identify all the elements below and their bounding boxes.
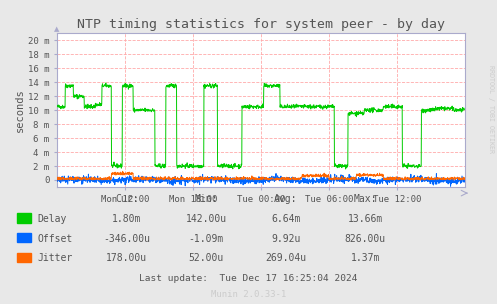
Y-axis label: seconds: seconds [15, 88, 25, 132]
Text: Delay: Delay [37, 214, 67, 224]
Text: Min:: Min: [194, 194, 218, 204]
Text: 269.04u: 269.04u [265, 254, 306, 263]
Text: -346.00u: -346.00u [103, 234, 150, 244]
Text: Offset: Offset [37, 234, 73, 244]
Text: Munin 2.0.33-1: Munin 2.0.33-1 [211, 290, 286, 299]
Text: 52.00u: 52.00u [189, 254, 224, 263]
Text: 178.00u: 178.00u [106, 254, 147, 263]
Title: NTP timing statistics for system peer - by day: NTP timing statistics for system peer - … [77, 18, 445, 31]
Text: 9.92u: 9.92u [271, 234, 301, 244]
Text: 1.80m: 1.80m [112, 214, 142, 224]
Text: 826.00u: 826.00u [345, 234, 386, 244]
Text: RRDTOOL / TOBI OETIKER: RRDTOOL / TOBI OETIKER [488, 65, 494, 154]
Text: Avg:: Avg: [274, 194, 298, 204]
Text: 13.66m: 13.66m [348, 214, 383, 224]
Text: -1.09m: -1.09m [189, 234, 224, 244]
Text: 1.37m: 1.37m [350, 254, 380, 263]
Text: ▲: ▲ [54, 26, 60, 32]
Text: Max:: Max: [353, 194, 377, 204]
Text: 6.64m: 6.64m [271, 214, 301, 224]
Text: Cur:: Cur: [115, 194, 139, 204]
Text: 142.00u: 142.00u [186, 214, 227, 224]
Text: Jitter: Jitter [37, 254, 73, 263]
Text: Last update:  Tue Dec 17 16:25:04 2024: Last update: Tue Dec 17 16:25:04 2024 [139, 274, 358, 283]
